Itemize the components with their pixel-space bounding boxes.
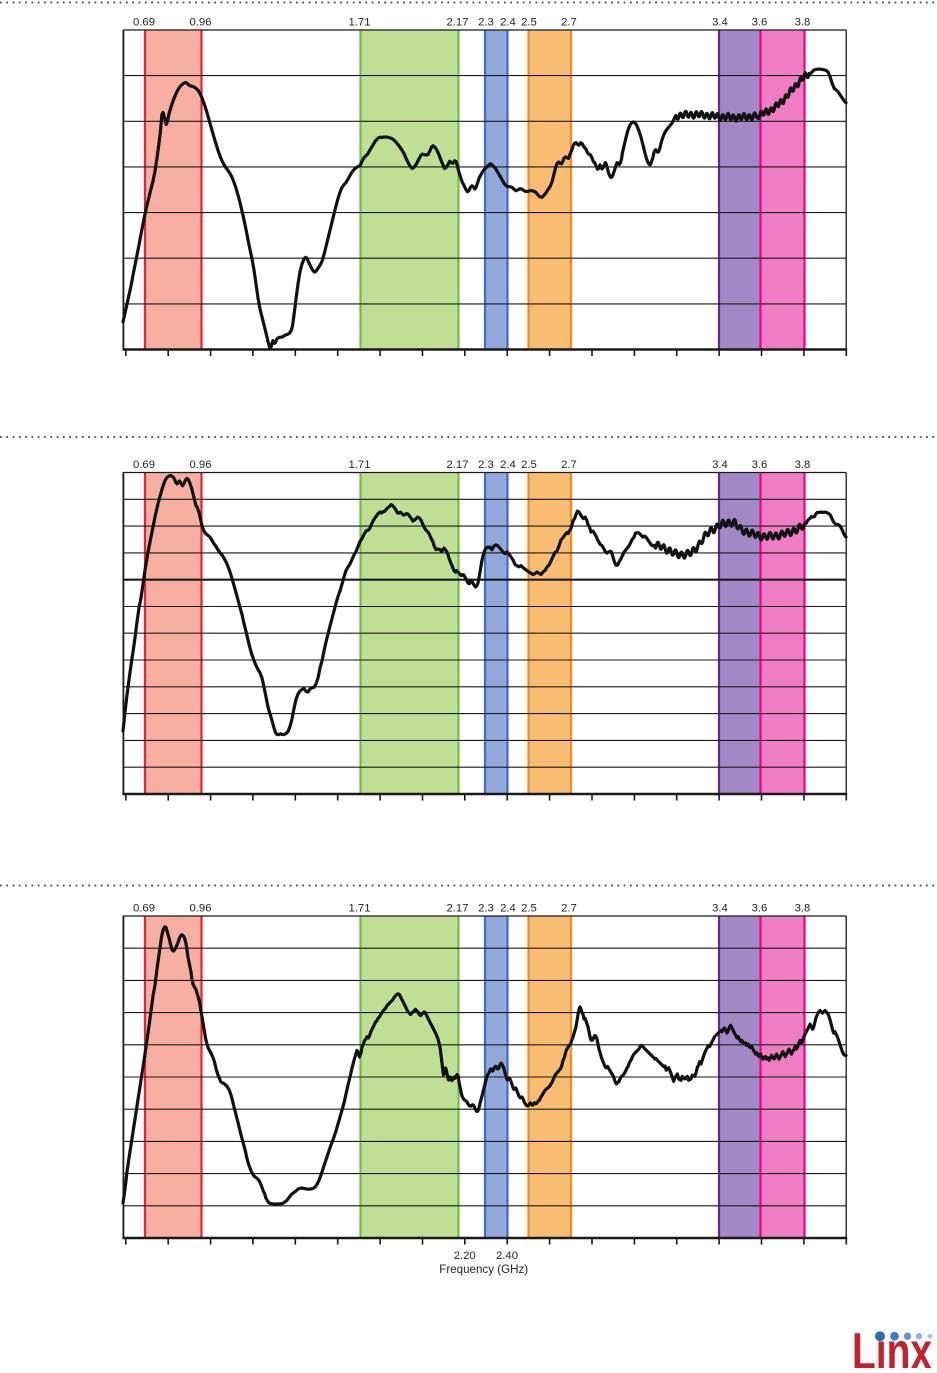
- svg-text:0.96: 0.96: [190, 903, 212, 915]
- svg-text:1.71: 1.71: [349, 459, 371, 471]
- svg-text:2.5: 2.5: [521, 17, 537, 29]
- svg-text:2.4: 2.4: [500, 903, 516, 915]
- svg-text:2.4: 2.4: [500, 459, 516, 471]
- svg-text:2.7: 2.7: [561, 17, 577, 29]
- svg-text:2.7: 2.7: [561, 459, 577, 471]
- svg-text:2.5: 2.5: [521, 903, 537, 915]
- svg-text:3.6: 3.6: [752, 903, 768, 915]
- svg-text:0.96: 0.96: [190, 459, 212, 471]
- svg-text:2.5: 2.5: [521, 459, 537, 471]
- svg-text:2.3: 2.3: [478, 903, 494, 915]
- svg-text:2.17: 2.17: [447, 17, 469, 29]
- svg-text:3.8: 3.8: [795, 17, 811, 29]
- svg-text:3.6: 3.6: [752, 17, 768, 29]
- svg-text:2.7: 2.7: [561, 903, 577, 915]
- svg-text:1.71: 1.71: [349, 903, 371, 915]
- svg-text:3.4: 3.4: [712, 17, 728, 29]
- svg-text:2.4: 2.4: [500, 17, 516, 29]
- svg-text:3.8: 3.8: [795, 903, 811, 915]
- svg-text:0.69: 0.69: [133, 459, 155, 471]
- svg-text:Frequency (GHz): Frequency (GHz): [439, 1263, 528, 1276]
- svg-text:2.3: 2.3: [478, 459, 494, 471]
- svg-text:3.8: 3.8: [795, 459, 811, 471]
- svg-text:2.3: 2.3: [478, 17, 494, 29]
- svg-text:0.69: 0.69: [133, 17, 155, 29]
- svg-text:Lınx: Lınx: [852, 1323, 932, 1368]
- svg-text:3.6: 3.6: [752, 459, 768, 471]
- svg-text:3.4: 3.4: [712, 459, 728, 471]
- svg-text:1.71: 1.71: [349, 17, 371, 29]
- svg-text:2.40: 2.40: [496, 1250, 518, 1262]
- svg-text:2.17: 2.17: [447, 903, 469, 915]
- svg-text:0.69: 0.69: [133, 903, 155, 915]
- svg-text:3.4: 3.4: [712, 903, 728, 915]
- svg-text:2.17: 2.17: [447, 459, 469, 471]
- svg-text:2.20: 2.20: [454, 1250, 476, 1262]
- svg-text:0.96: 0.96: [190, 17, 212, 29]
